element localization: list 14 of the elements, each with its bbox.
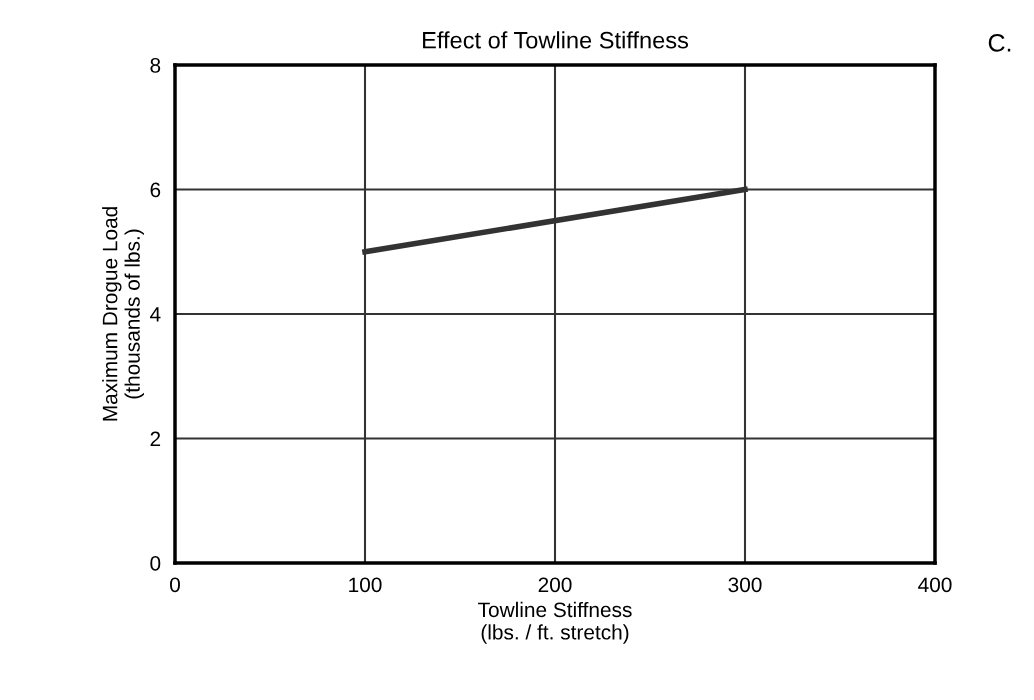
x-tick-label: 400 xyxy=(918,577,952,593)
y-axis-title: Maximum Drogue Load (thousands of lbs.) xyxy=(102,207,144,421)
x-tick-label: 200 xyxy=(538,577,572,593)
x-tick-label: 0 xyxy=(170,577,180,593)
y-tick-label: 2 xyxy=(150,431,161,447)
y-tick-label: 0 xyxy=(150,556,161,571)
x-axis-title: Towline Stiffness (lbs. / ft. stretch) xyxy=(478,601,632,644)
text: C. xyxy=(988,34,1011,52)
x-tick-label: 100 xyxy=(349,577,382,593)
chart-title: Effect of Towline Stiffness xyxy=(423,31,689,49)
x-tick-label: 300 xyxy=(728,577,762,593)
y-tick-label: 4 xyxy=(150,307,161,322)
y-tick-label: 6 xyxy=(150,182,161,198)
y-tick-label: 8 xyxy=(150,58,161,73)
